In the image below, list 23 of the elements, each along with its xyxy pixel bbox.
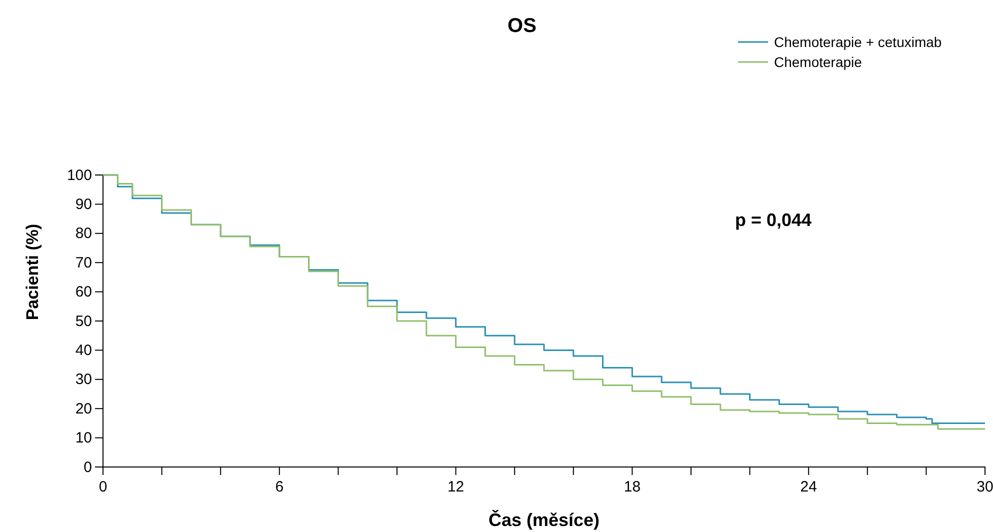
legend-label: Chemoterapie + cetuximab [774, 34, 942, 50]
x-tick-label: 30 [976, 478, 993, 496]
x-tick-label: 6 [275, 478, 284, 496]
y-tick-label: 10 [75, 430, 92, 447]
x-tick-label: 18 [624, 478, 641, 496]
x-tick-label: 24 [800, 478, 817, 496]
x-tick-label: 12 [447, 478, 464, 496]
y-tick-label: 100 [66, 166, 92, 184]
x-axis-title: Čas (měsíce) [488, 509, 600, 530]
chart-title: OS [508, 15, 536, 37]
y-tick-label: 40 [75, 342, 92, 359]
y-tick-label: 70 [75, 254, 92, 272]
y-tick-label: 50 [75, 312, 92, 330]
legend-label: Chemoterapie [774, 54, 862, 70]
annotation: p = 0,044 [735, 210, 812, 230]
y-tick-label: 60 [75, 284, 92, 301]
y-tick-label: 0 [84, 458, 92, 476]
y-tick-label: 80 [75, 225, 92, 242]
y-axis-title: Pacienti (%) [23, 224, 42, 320]
x-tick-label: 0 [98, 478, 108, 496]
y-tick-label: 90 [75, 196, 92, 213]
y-tick-label: 20 [75, 400, 92, 418]
y-tick-label: 30 [75, 371, 92, 388]
